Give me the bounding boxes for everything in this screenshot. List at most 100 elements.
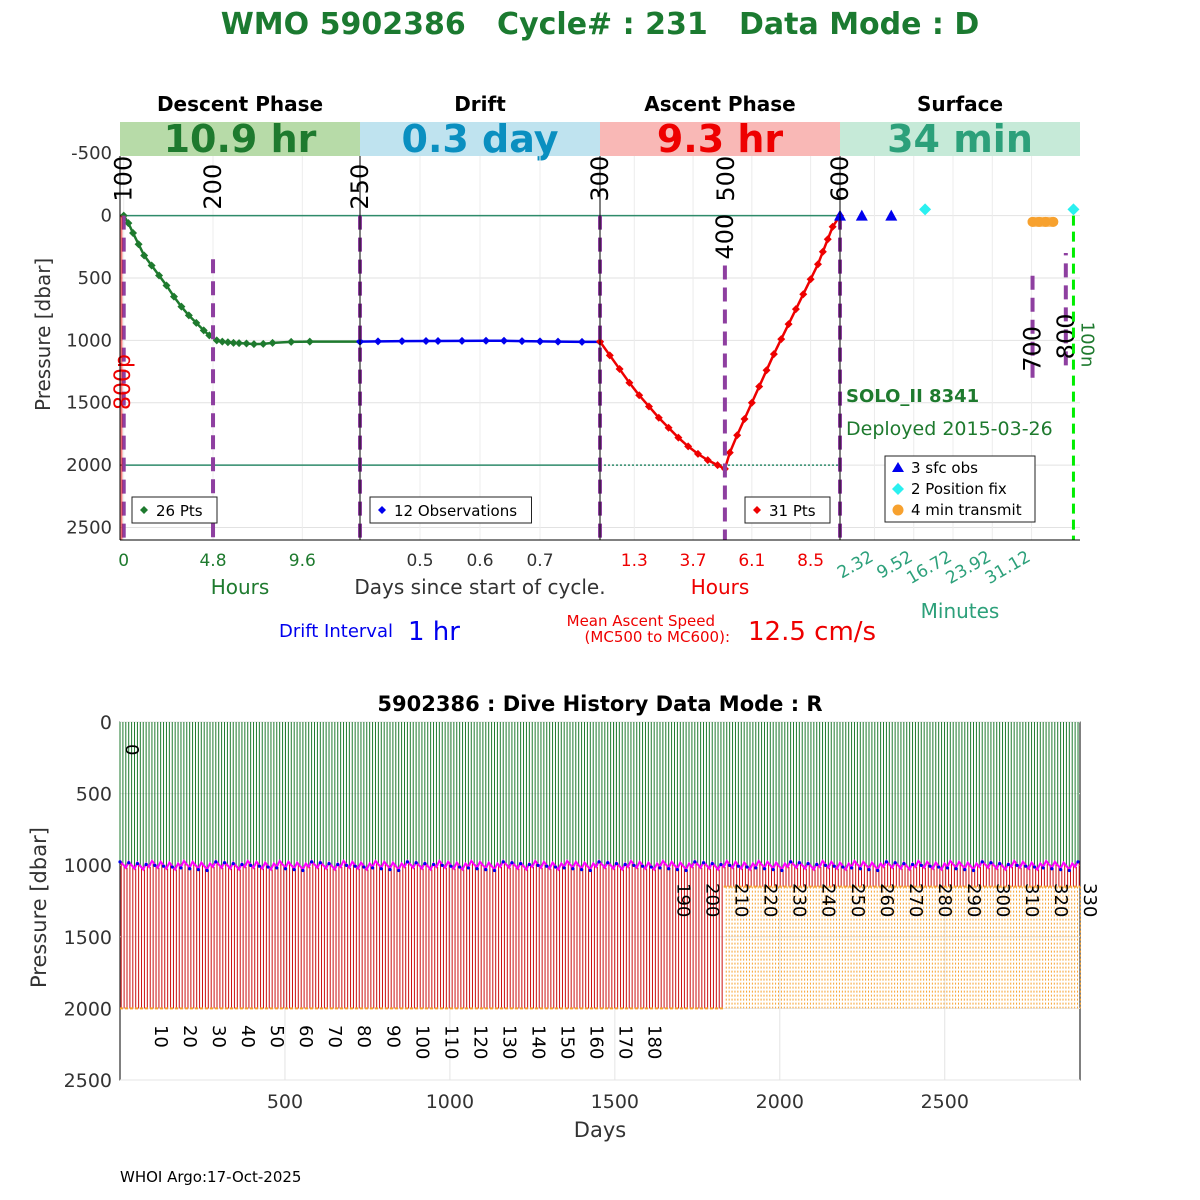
profile-point [644, 402, 653, 411]
park-depth-point [658, 866, 662, 870]
legend-label: 2 Position fix [911, 480, 1007, 498]
x-tick-label: 8.5 [797, 551, 824, 571]
park-depth-point [379, 867, 383, 871]
profile-point [725, 448, 734, 457]
park-depth-point [954, 867, 958, 871]
x-unit-label: Minutes [921, 599, 1000, 623]
profile-point [124, 219, 133, 228]
deployed-date: Deployed 2015-03-26 [846, 418, 1053, 440]
park-depth-point [780, 868, 784, 873]
y-axis-label: Pressure [dbar] [27, 827, 51, 988]
park-depth-point [118, 860, 122, 864]
profile-point [784, 320, 793, 329]
park-depth-point [945, 866, 949, 870]
park-depth-point [423, 862, 427, 866]
dive-bars [119, 722, 1081, 1009]
phase-title: Surface [917, 92, 1003, 116]
park-depth-point [841, 865, 845, 869]
dive-history-chart: 0 500 1000 1500 2000 2500 500 1000 1500 2000 2500 0… [27, 692, 1100, 1142]
park-depth-point [153, 863, 157, 867]
park-depth-point [745, 865, 749, 869]
ascent-speed-label-line1: Mean Ascent Speed [567, 612, 715, 630]
profile-point [134, 240, 143, 249]
profile-point [806, 275, 815, 284]
phase-title: Ascent Phase [644, 92, 795, 116]
x-tick-label: 1500 [591, 1091, 639, 1113]
profile-point [249, 340, 258, 349]
park-depth-point [501, 860, 505, 864]
park-depth-point [675, 868, 679, 872]
cycle-label: 220 [760, 883, 781, 917]
profile-point [177, 302, 186, 311]
profile-point [674, 433, 683, 442]
park-depth-point [640, 864, 645, 868]
profile-point [828, 222, 837, 231]
park-depth-point [771, 868, 775, 872]
profile-line [359, 339, 600, 344]
profile-point [777, 335, 786, 344]
profile-point [162, 281, 171, 290]
park-depth-point [327, 862, 331, 866]
cycle-label: 130 [498, 1025, 519, 1059]
park-depth-point [736, 864, 740, 868]
cycle-label: 60 [295, 1025, 316, 1048]
transmit-point [1040, 216, 1051, 227]
profile-point [818, 247, 827, 256]
park-depth-point [214, 860, 218, 864]
cycle-label: 150 [556, 1025, 577, 1059]
park-depth-point [849, 866, 854, 870]
park-depth-point [292, 868, 296, 872]
x-tick-label: 1.3 [621, 551, 648, 571]
duration-band [360, 122, 600, 156]
park-depth-point [614, 862, 619, 866]
legend-marker [140, 506, 148, 514]
cycle-label: 200 [702, 883, 723, 917]
profile-point [713, 461, 722, 470]
vertical-label-100n: 100n [1076, 322, 1097, 368]
park-depth-point [815, 862, 819, 867]
park-depth-point [536, 863, 540, 867]
mission-marker-label: 800 [1052, 314, 1080, 360]
y-tick-label: 0 [101, 206, 112, 227]
profile-point [500, 336, 508, 345]
park-depth-point [876, 868, 880, 873]
mission-marker-label: 700 [1019, 326, 1047, 372]
x-tick-label: 4.8 [199, 551, 226, 571]
mission-marker-label: 100 [110, 156, 138, 202]
park-depth-point [919, 863, 923, 867]
park-depth-point [823, 863, 828, 867]
park-depth-point [1067, 868, 1071, 873]
dive-history-title: 5902386 : Dive History Data Mode : R [377, 692, 822, 716]
position-fix-point [1067, 203, 1080, 216]
profile-point [740, 414, 749, 423]
x-tick-label: 31.12 [982, 547, 1034, 589]
park-depth-point [458, 865, 462, 869]
park-depth-point [249, 863, 253, 867]
park-depth-point [980, 860, 984, 864]
cycle-label: 230 [789, 883, 810, 917]
park-depth-point [684, 868, 688, 873]
cycle-label: 80 [353, 1025, 374, 1048]
park-depth-point [231, 862, 235, 866]
profile-point [218, 337, 227, 346]
legend-box [369, 496, 532, 524]
park-depth-point [1050, 867, 1054, 871]
park-depth-point [1059, 868, 1063, 872]
profile-point [223, 338, 232, 347]
park-depth-point [762, 867, 767, 871]
park-depth-point [571, 867, 575, 871]
y-tick-label: 2500 [66, 518, 112, 539]
park-depth-point [797, 861, 801, 865]
cycle-label: 240 [818, 883, 839, 917]
park-depth-point [510, 861, 514, 865]
park-depth-point [719, 862, 723, 867]
phase-title: Descent Phase [157, 92, 323, 116]
profile-point [578, 337, 586, 346]
cycle-label: 140 [527, 1025, 548, 1059]
legend-label: 12 Observations [394, 502, 517, 520]
cycle-label: 30 [208, 1025, 229, 1048]
park-depth-point [562, 866, 566, 870]
cycle-label: 330 [1079, 883, 1100, 917]
park-depth-point [431, 862, 436, 867]
